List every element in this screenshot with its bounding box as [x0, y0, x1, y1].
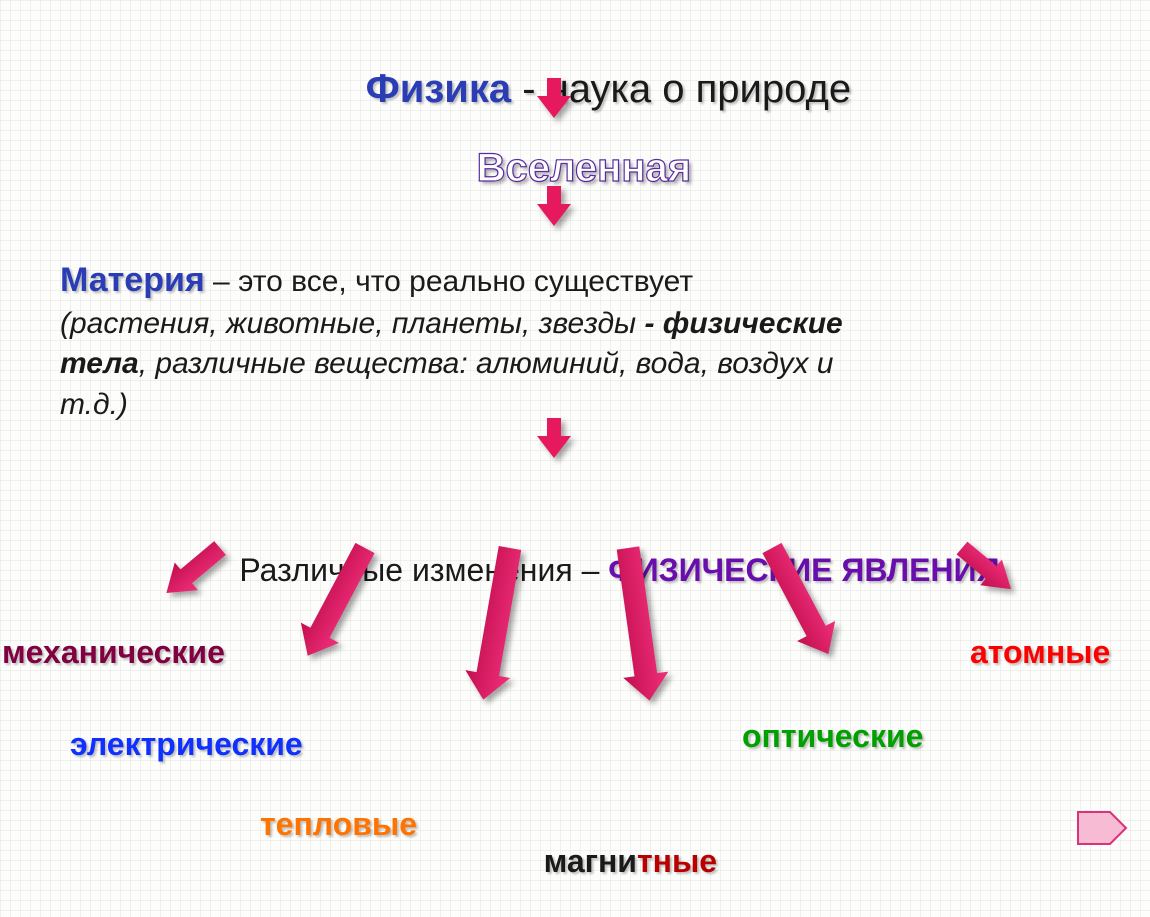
label-heat: тепловые: [260, 806, 417, 843]
next-icon: [1074, 808, 1130, 848]
label-magn: магнитные: [508, 806, 717, 917]
label-magn-part2: тные: [637, 843, 717, 879]
label-atom: атомные: [970, 634, 1110, 671]
label-elec: электрические: [70, 726, 303, 763]
label-mech: механические: [2, 634, 225, 671]
label-magn-part1: магни: [544, 843, 637, 879]
next-button[interactable]: [1074, 808, 1130, 848]
slide-stage: Физика - наука о природе Вселенная Матер…: [0, 0, 1150, 864]
label-opt: оптические: [742, 718, 923, 755]
